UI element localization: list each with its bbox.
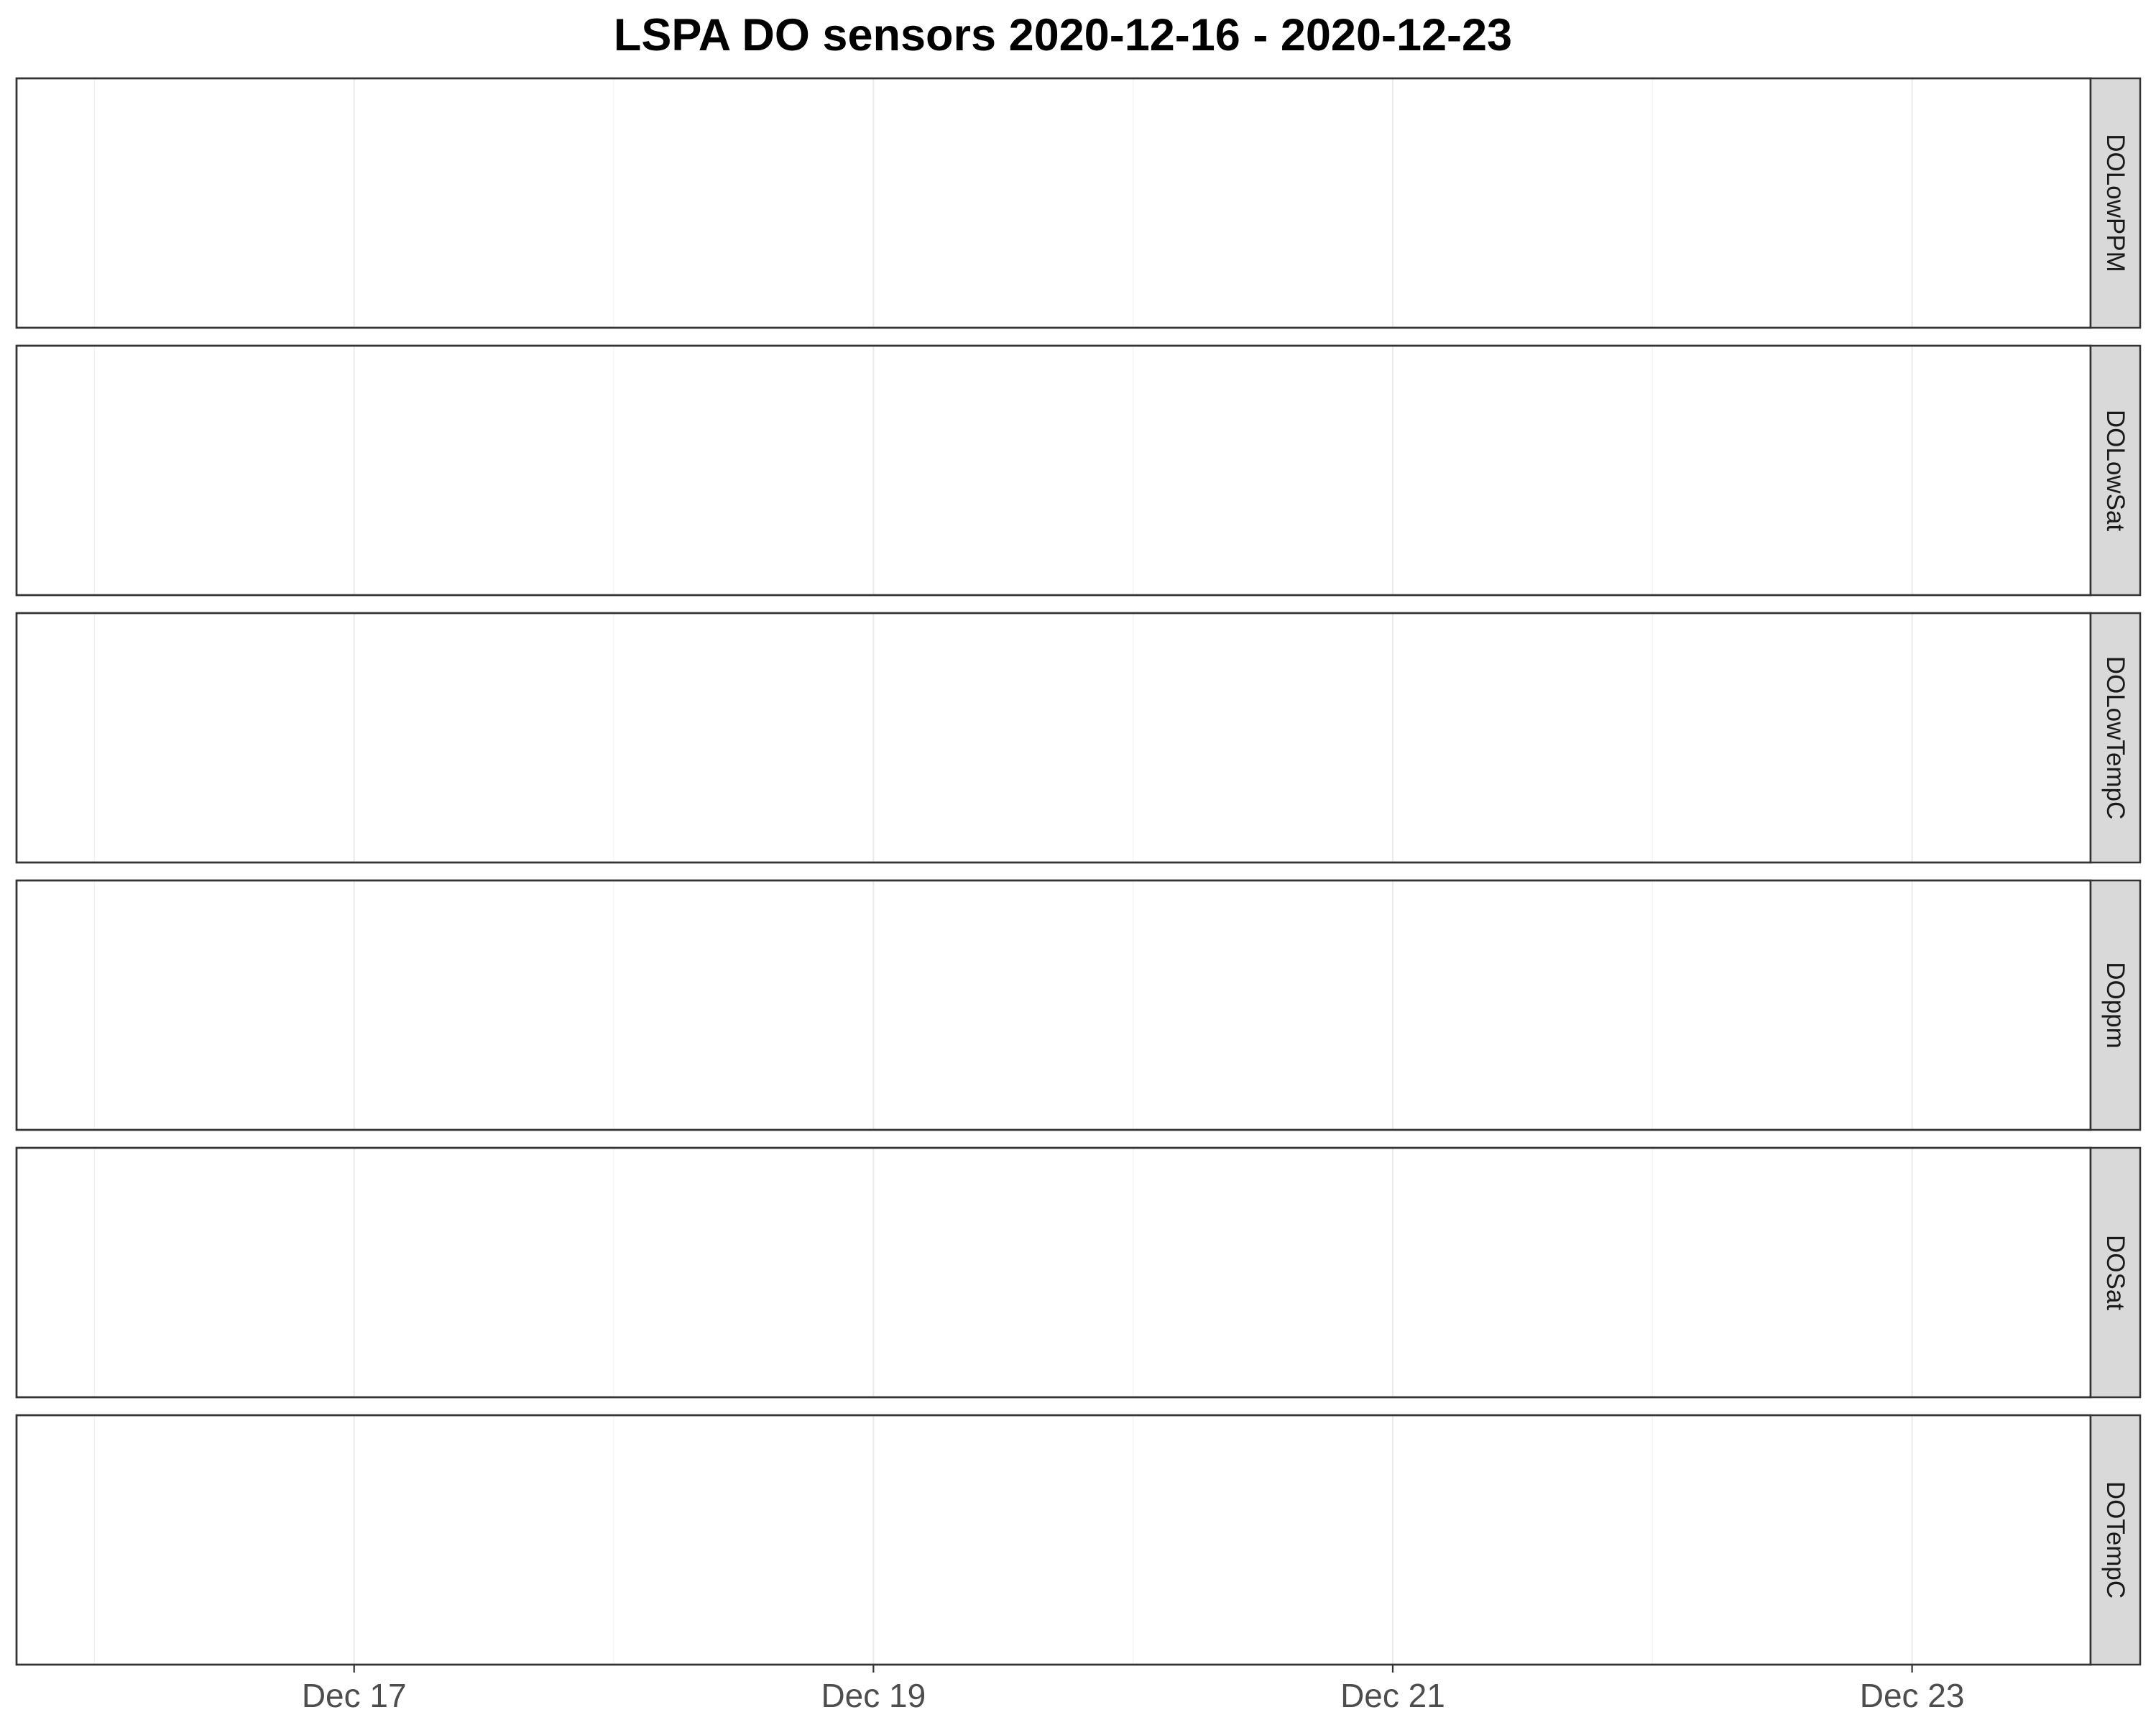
facet-panel: DOppm bbox=[15, 879, 2142, 1131]
x-tick-label: Dec 19 bbox=[821, 1677, 926, 1714]
facet-strip-label: DOSat bbox=[2101, 1235, 2129, 1310]
facet-strip bbox=[2089, 612, 2142, 864]
panel-background bbox=[15, 879, 2092, 1131]
facet-panel: DOLowPPM bbox=[15, 77, 2142, 329]
facet-strip-label: DOTempC bbox=[2101, 1481, 2129, 1598]
facet-strip bbox=[2089, 344, 2142, 597]
chart-title: LSPA DO sensors 2020-12-16 - 2020-12-23 bbox=[614, 10, 1512, 60]
panel-background bbox=[15, 1414, 2092, 1666]
facet-strip bbox=[2089, 879, 2142, 1131]
x-tick-label: Dec 21 bbox=[1340, 1677, 1445, 1714]
panel-background bbox=[15, 77, 2092, 329]
x-tick-label: Dec 23 bbox=[1860, 1677, 1965, 1714]
facet-strip-label: DOLowSat bbox=[2101, 410, 2129, 532]
facet-strip-label: DOLowTempC bbox=[2101, 656, 2129, 820]
facet-strip bbox=[2089, 1146, 2142, 1399]
facet-panel: DOSat bbox=[15, 1146, 2142, 1399]
facet-panel: DOTempC bbox=[15, 1414, 2142, 1666]
facet-panels: DOLowPPM DOLowSat DOLowTempC DOppm DOSat DOTe… bbox=[15, 77, 2142, 1666]
x-tick-label: Dec 17 bbox=[302, 1677, 407, 1714]
facet-panel: DOLowSat bbox=[15, 344, 2142, 597]
facet-panel: DOLowTempC bbox=[15, 612, 2142, 864]
panel-background bbox=[15, 1146, 2092, 1399]
facet-strip bbox=[2089, 1414, 2142, 1666]
facet-strip-label: DOLowPPM bbox=[2101, 134, 2129, 272]
facet-strip-label: DOppm bbox=[2101, 962, 2129, 1049]
panel-background bbox=[15, 612, 2092, 864]
facet-strip bbox=[2089, 77, 2142, 329]
panel-background bbox=[15, 344, 2092, 597]
x-axis: Dec 17 Dec 19 Dec 21 Dec 23 bbox=[302, 1665, 1965, 1714]
